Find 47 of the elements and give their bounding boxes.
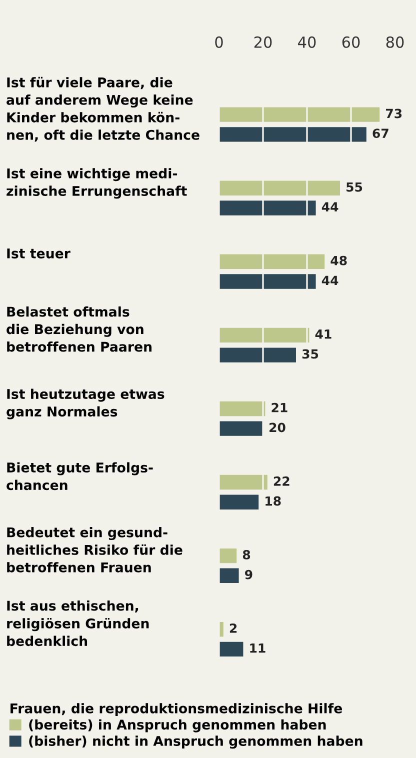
- data-label: 41: [315, 330, 332, 339]
- bar: [219, 348, 296, 362]
- y-tick-label: Belastet oftmals die Beziehung von betroffenen Paaren: [6, 306, 152, 352]
- bar: [219, 254, 325, 270]
- bar: [219, 421, 263, 436]
- data-label: 44: [322, 276, 338, 285]
- bar: [219, 548, 237, 564]
- x-tick-label: 0: [215, 36, 223, 48]
- x-tick-label: 40: [298, 36, 316, 48]
- x-tick-label: 80: [386, 36, 404, 48]
- data-label: 55: [346, 182, 362, 192]
- y-tick-label: Ist heutzutage etwas ganz Normales: [6, 388, 164, 420]
- y-tick-label: Bietet gute Erfolgs- chancen: [6, 462, 153, 490]
- data-label: 20: [270, 422, 286, 432]
- legend-label: (bereits) in Anspruch genommen haben: [29, 719, 326, 732]
- data-label: 44: [322, 202, 338, 212]
- bar: [219, 568, 239, 584]
- y-tick-label: Ist teuer: [7, 248, 70, 258]
- y-tick-label: Ist aus ethischen, religiösen Gründen bedenklich: [7, 600, 149, 646]
- data-label: 73: [386, 108, 402, 118]
- x-tick-label: 20: [254, 36, 272, 48]
- data-label: 48: [330, 256, 347, 266]
- bar: [219, 401, 266, 416]
- data-label: 21: [272, 402, 288, 412]
- bar: [219, 328, 310, 343]
- bar: [219, 127, 366, 142]
- data-label: 35: [302, 349, 318, 359]
- bar: [219, 642, 244, 657]
- x-tick-label: 60: [342, 36, 360, 48]
- data-label: 18: [266, 496, 281, 506]
- data-label: 2: [230, 624, 237, 633]
- data-label: 11: [250, 644, 266, 653]
- y-tick-label: Bedeutet ein gesund- heitliches Risiko für die betroffenen Frauen: [7, 527, 182, 572]
- data-label: 8: [242, 550, 250, 560]
- legend-label: (bisher) nicht in Anspruch genommen haben: [29, 736, 362, 749]
- data-label: 22: [274, 476, 290, 486]
- bar: [219, 180, 340, 196]
- data-label: 9: [245, 570, 252, 580]
- legend-title: Frauen, die reproduktionsmedizinische Hilfe: [10, 703, 342, 716]
- bar: [219, 274, 316, 289]
- bar: [219, 474, 268, 490]
- y-tick-label: Ist eine wichtige medi- zinische Errungenschaft: [6, 168, 187, 199]
- y-tick-label: Ist für viele Paare, die auf anderem Wege keine Kinder bekommen kön- nen, oft die letzte Chance: [6, 76, 200, 142]
- bar: [219, 107, 380, 122]
- bar: [219, 494, 259, 510]
- bar: [219, 200, 316, 216]
- data-label: 67: [372, 128, 388, 138]
